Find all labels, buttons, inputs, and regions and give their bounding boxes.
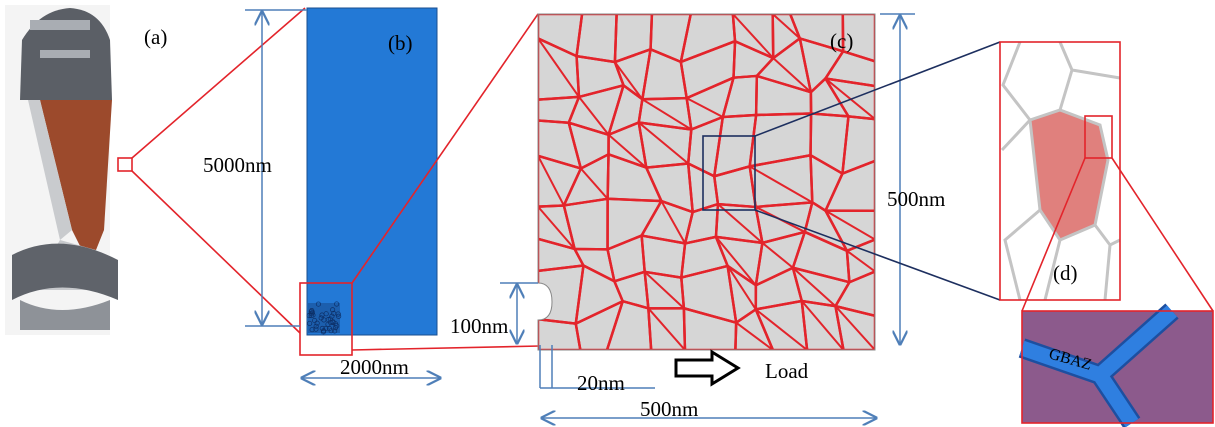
load-label: Load	[765, 359, 809, 383]
load-arrow	[676, 352, 738, 384]
dimension-label: 20nm	[577, 371, 625, 395]
zoom-line	[132, 171, 300, 333]
engine-photo	[5, 5, 132, 335]
gbaz-zoom	[1022, 311, 1213, 423]
specimen	[307, 8, 437, 335]
dimension-label: 5000nm	[203, 153, 272, 177]
dimension-label: 100nm	[450, 314, 508, 338]
panel-label: (a)	[144, 25, 167, 49]
panel-label: (c)	[830, 29, 853, 53]
mesh-inset	[307, 302, 341, 334]
dimension-label: 500nm	[887, 187, 945, 211]
dimension-label: 500nm	[640, 397, 698, 421]
grain-structure	[538, 14, 875, 350]
panel-label: (d)	[1053, 261, 1078, 285]
dimension-label: 2000nm	[340, 355, 409, 379]
panel-label: (b)	[388, 31, 413, 55]
figure: (a) (b) 5000nm 2000nm (c) 500nm 100nm 20…	[0, 0, 1215, 427]
